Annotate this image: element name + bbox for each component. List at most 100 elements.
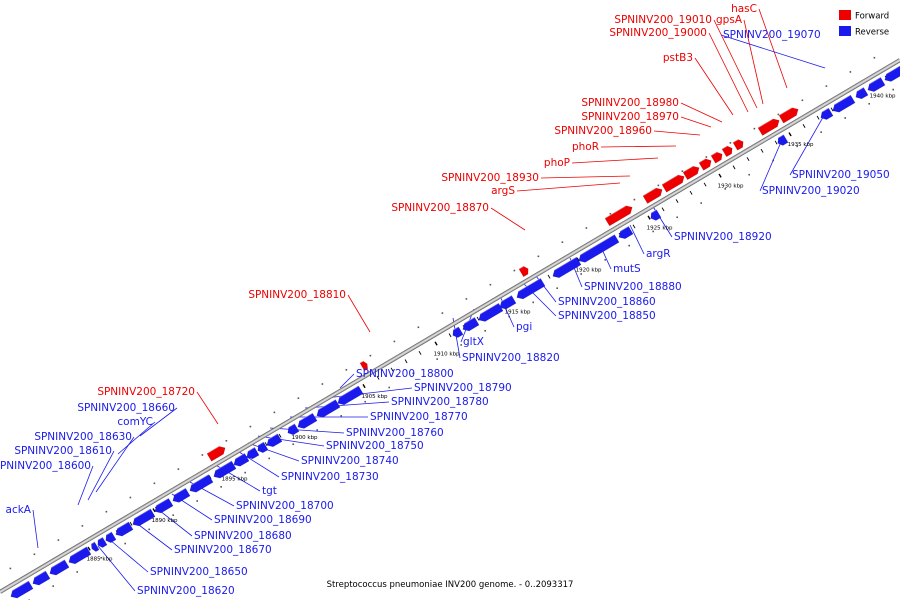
position-dot [825,85,828,87]
leader-line [95,436,135,493]
gene-label-32: ackA [6,504,32,516]
tick-mark [278,433,282,438]
forward-gene [721,145,733,158]
position-dot [52,585,54,587]
gene-label-11: argS [491,185,515,197]
gene-highlight [869,76,881,85]
leader-line [32,509,39,549]
leader-line [139,407,178,437]
gene-label-22: SPNINV200_18690 [214,514,312,526]
gene-highlight [51,559,65,568]
reverse-gene [499,295,517,310]
position-dot [129,496,132,499]
gene-label-18: SPNINV200_18740 [301,455,399,467]
position-dot [777,113,780,116]
gene-label-2: gpsA [716,14,743,26]
tick-mark [746,157,750,162]
tick-mark [152,508,156,513]
position-dot [220,486,222,488]
gene-highlight [778,134,784,139]
position-dot [57,539,60,541]
forward-gene [642,187,663,204]
gene-highlight [604,205,627,219]
position-dot [892,88,894,91]
reverse-gene [777,134,789,146]
forward-gene [604,205,633,227]
genome-backbone [0,58,900,594]
genome-caption: Streptococcus pneumoniae INV200 genome. … [327,580,574,590]
leader-line [789,111,827,176]
reverse-gene [115,521,134,537]
forward-gene [518,266,529,278]
backbone-line [0,59,900,593]
leader-line [629,224,645,255]
forward-gene [710,151,723,164]
position-dot [484,329,486,332]
reverse-gene [884,65,900,82]
position-dot [364,400,366,403]
leader-line [87,450,115,501]
gene-label-8: SPNINV200_18850 [558,310,656,322]
forward-legend-label: Forward [855,12,889,22]
position-dot [441,312,444,314]
forward-gene [778,107,799,124]
gene-highlight [834,94,851,106]
leader-line [651,204,673,238]
gene-highlight [247,446,255,452]
gene-label-5: SPNINV200_18980 [581,97,679,109]
gene-label-1: SPNINV200_19050 [792,169,890,181]
tick-mark [547,274,551,279]
position-dot [633,198,636,201]
gene-highlight [886,65,900,75]
gene-highlight [174,487,186,496]
position-dot [465,298,468,300]
gene-highlight [651,209,657,214]
tick-mark [647,215,651,220]
tick-label: 1885 kbp [87,556,113,562]
tick-mark [129,521,133,526]
tick-mark [718,173,722,178]
leader-line [758,8,788,89]
position-dot [585,227,588,229]
position-dot [652,230,654,233]
forward-gene [698,158,712,171]
reverse-gene [132,508,156,527]
position-dot [124,542,126,545]
position-dot [460,344,462,346]
reverse-legend-swatch [839,26,851,36]
gene-label-30: SPNINV200_18650 [150,566,248,578]
reverse-gene [32,570,51,586]
leader-line [339,373,355,389]
gene-highlight [359,360,364,364]
gene-label-4: argR [646,248,671,260]
gene-highlight [268,433,278,440]
tick-label: 1900 kbp [292,435,318,441]
position-dot [369,354,372,357]
position-dot [561,241,564,243]
gene-highlight [856,86,864,92]
gene-highlight [554,256,577,271]
gene-labels: hasC SPNINV200_19010 gpsA SPNINV200_19000ps… [0,3,890,597]
reverse-gene [516,277,546,300]
tick-label: 1895 kbp [222,477,248,483]
position-dot [292,443,294,446]
reverse-gene [257,441,269,454]
reverse-gene [233,452,250,467]
gene-highlight [34,570,46,578]
gene-highlight [318,398,336,411]
tick-mark [362,384,366,389]
gene-highlight [106,531,112,536]
position-dot [676,216,678,219]
leader-line [97,545,136,592]
gene-highlight [661,174,679,186]
gene-label-24: SPNINV200_18670 [174,544,272,556]
gene-highlight [206,445,220,454]
gene-highlight [299,412,313,422]
gene-label-1: SPNINV200_19010 [614,14,712,26]
reverse-gene [832,94,856,113]
leader-line [653,130,701,136]
tick-mark [87,546,91,551]
tick-mark [404,359,408,364]
reverse-gene [266,433,283,448]
position-dot [513,269,516,272]
